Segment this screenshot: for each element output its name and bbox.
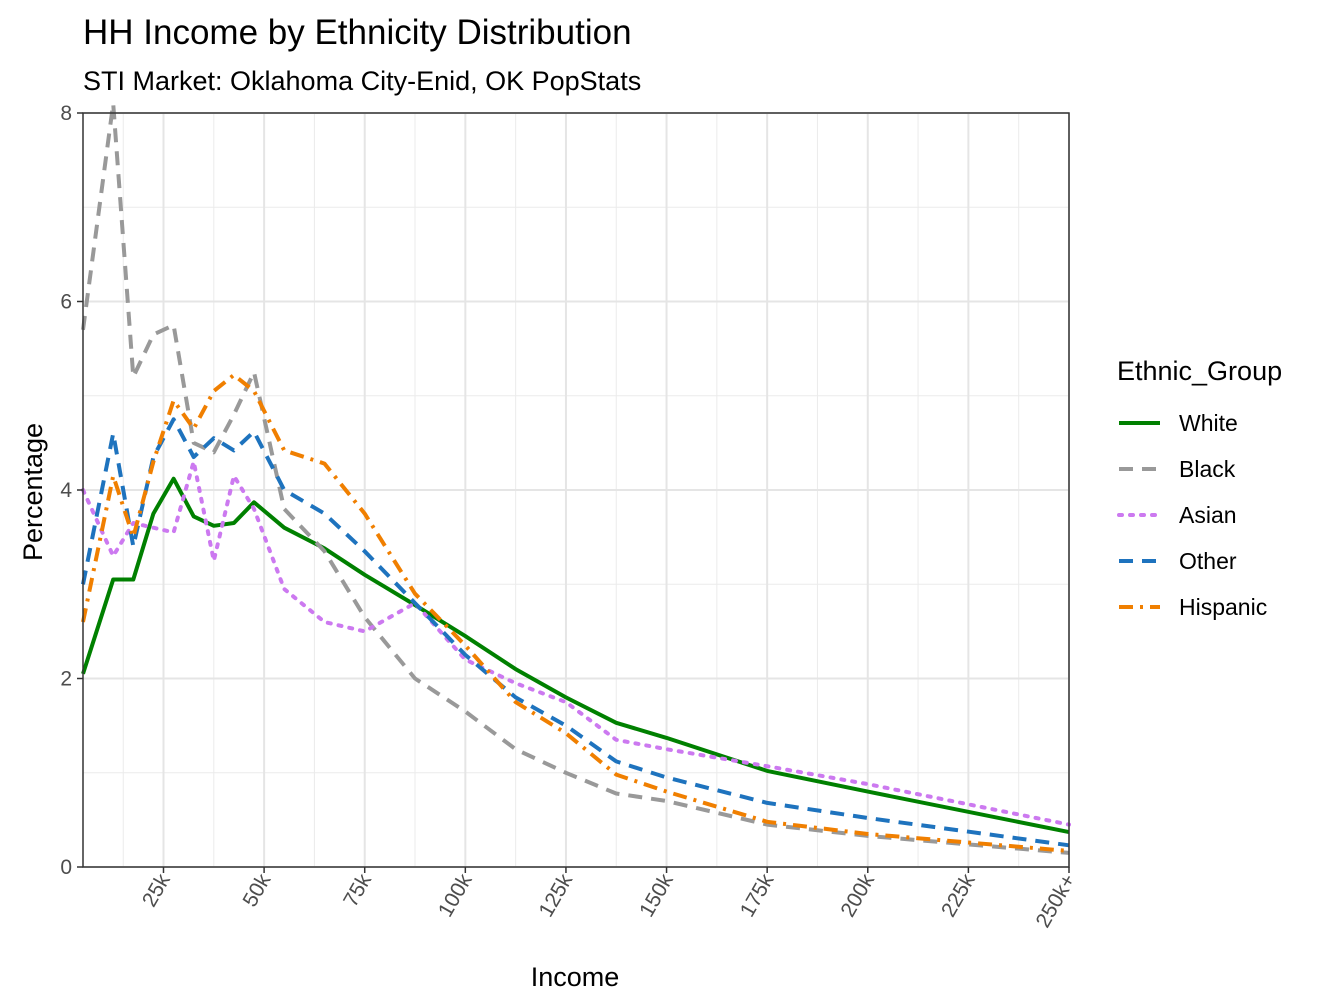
x-tick-label: 75k — [339, 870, 376, 911]
series-line-asian — [81, 459, 1071, 827]
y-tick-label: 6 — [60, 291, 72, 314]
legend-label-asian: Asian — [1179, 502, 1237, 528]
legend-title: Ethnic_Group — [1117, 356, 1282, 386]
chart-title: HH Income by Ethnicity Distribution — [83, 13, 632, 52]
legend-label-hispanic: Hispanic — [1179, 594, 1267, 620]
x-tick-label: 225k — [937, 870, 980, 921]
x-tick-label: 200k — [836, 870, 879, 921]
x-axis: 25k 50k 75k 100k 125k 150k 175k 200k 225k 250k+ — [138, 867, 1080, 932]
y-axis-title: Percentage — [18, 423, 48, 561]
x-tick-label: 250k+ — [1032, 870, 1081, 932]
series-line-white — [81, 476, 1070, 835]
x-axis-title: Income — [531, 962, 620, 992]
x-tick-label: 150k — [635, 870, 678, 921]
chart-subtitle: STI Market: Oklahoma City-Enid, OK PopSt… — [83, 66, 641, 96]
x-tick-label: 50k — [239, 870, 276, 911]
series-group — [81, 101, 1071, 855]
legend-label-white: White — [1179, 410, 1238, 436]
y-tick-label: 8 — [60, 102, 72, 125]
x-tick-label: 175k — [736, 870, 779, 921]
series-line-black — [81, 101, 1070, 855]
y-tick-label: 2 — [60, 668, 72, 691]
y-tick-label: 0 — [60, 856, 72, 879]
x-tick-label: 100k — [434, 870, 477, 921]
legend-label-black: Black — [1179, 456, 1236, 482]
series-line-hispanic — [81, 373, 1070, 853]
y-tick-label: 4 — [60, 479, 72, 502]
x-tick-label: 25k — [138, 870, 175, 911]
legend-label-other: Other — [1179, 548, 1237, 574]
legend-items: White Black Asian Other Hispanic — [1117, 410, 1267, 620]
x-tick-label: 125k — [535, 870, 578, 921]
legend: Ethnic_Group White Black Asian Other Hispani… — [1117, 356, 1282, 620]
y-axis: 0 2 4 6 8 — [60, 102, 83, 879]
